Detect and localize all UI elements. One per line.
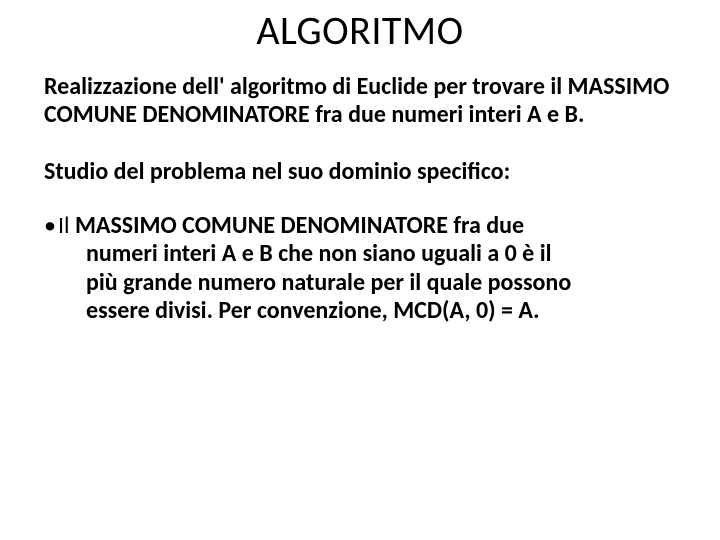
bullet-line-4: essere divisi. Per convenzione, MCD(A, 0… bbox=[86, 297, 676, 325]
bullet-first-line: Il MASSIMO COMUNE DENOMINATORE fra due bbox=[58, 212, 524, 240]
slide: ALGORITMO Realizzazione dell' algoritmo … bbox=[0, 0, 720, 540]
slide-title: ALGORITMO bbox=[144, 6, 576, 55]
bullet-line-2: numeri interi A e B che non siano uguali… bbox=[86, 240, 676, 268]
bullet-line-3: più grande numero naturale per il quale … bbox=[86, 269, 676, 297]
intro-pre: Realizzazione dell' algoritmo di Euclide… bbox=[44, 72, 568, 101]
bullet-bold: MASSIMO COMUNE DENOMINATORE bbox=[75, 211, 448, 240]
bullet-marker-icon: • bbox=[44, 212, 56, 240]
bullet-pre: Il bbox=[58, 211, 75, 240]
intro-paragraph: Realizzazione dell' algoritmo di Euclide… bbox=[44, 73, 676, 130]
bullet-item: • Il MASSIMO COMUNE DENOMINATORE fra due bbox=[44, 212, 676, 240]
bullet-post: fra due bbox=[448, 211, 524, 240]
intro-post: fra due numeri interi A e B. bbox=[310, 100, 585, 129]
study-paragraph: Studio del problema nel suo dominio spec… bbox=[44, 158, 676, 186]
